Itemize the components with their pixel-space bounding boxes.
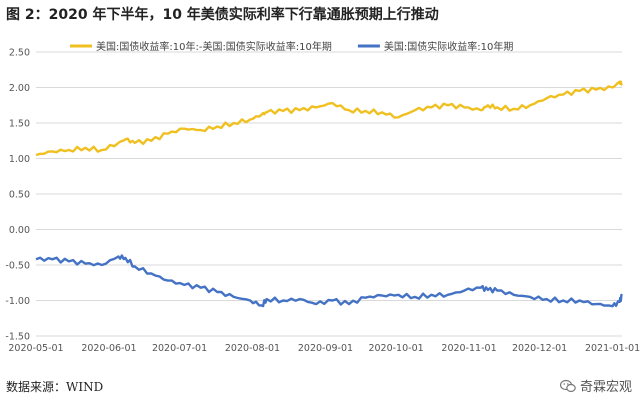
x-tick-label: 2020-10-01 — [368, 343, 423, 354]
y-tick-label: -1.00 — [5, 296, 30, 307]
x-tick-label: 2020-11-01 — [441, 343, 496, 354]
y-tick-label: 1.50 — [9, 119, 30, 130]
legend: 美国:国债收益率:10年:-美国:国债实际收益率:10年期 美国:国债实际收益率:… — [70, 40, 513, 53]
series-lines — [35, 80, 623, 308]
x-tick-label: 2020-05-01 — [8, 343, 63, 354]
y-tick-label: -0.50 — [5, 261, 30, 272]
watermark: 奇霖宏观 — [559, 376, 632, 395]
x-axis-tick-labels: 2020-05-01 2020-06-01 2020-07-01 2020-08-01… — [8, 343, 640, 354]
y-tick-label: 2.00 — [9, 83, 30, 94]
y-tick-label: 2.50 — [9, 48, 30, 59]
x-tick-label: 2020-09-01 — [298, 343, 353, 354]
figure-title: 图 2：2020 年下半年，10 年美债实际利率下行靠通胀预期上行推动 — [6, 7, 439, 23]
x-tick-label: 2020-07-01 — [152, 343, 207, 354]
x-tick-label: 2020-08-01 — [225, 343, 280, 354]
y-tick-label: -1.50 — [5, 332, 30, 343]
y-axis-tick-labels: 2.50 2.00 1.50 1.00 0.50 0.00 -0.50 -1.00 -1.50 — [5, 48, 30, 343]
data-source-note: 数据来源：WIND — [6, 380, 104, 394]
y-tick-label: 0.50 — [9, 190, 30, 201]
watermark-text: 奇霖宏观 — [579, 380, 632, 395]
grid-lines — [36, 51, 622, 337]
y-tick-label: 1.00 — [9, 154, 30, 165]
y-tick-label: 0.00 — [9, 225, 30, 236]
wechat-icon — [559, 379, 576, 392]
legend-label: 美国:国债实际收益率:10年期 — [384, 40, 513, 53]
line-chart: 2.502.001.501.000.500.00-0.50-1.00-1.50 … — [5, 40, 640, 354]
x-tick-label: 2020-12-01 — [512, 343, 567, 354]
series-line-2 — [35, 254, 623, 308]
legend-label: 美国:国债收益率:10年:-美国:国债实际收益率:10年期 — [96, 40, 332, 53]
x-tick-label: 2020-06-01 — [81, 343, 136, 354]
x-tick-label: 2021-01-01 — [585, 343, 640, 354]
series-line-1 — [35, 80, 623, 157]
